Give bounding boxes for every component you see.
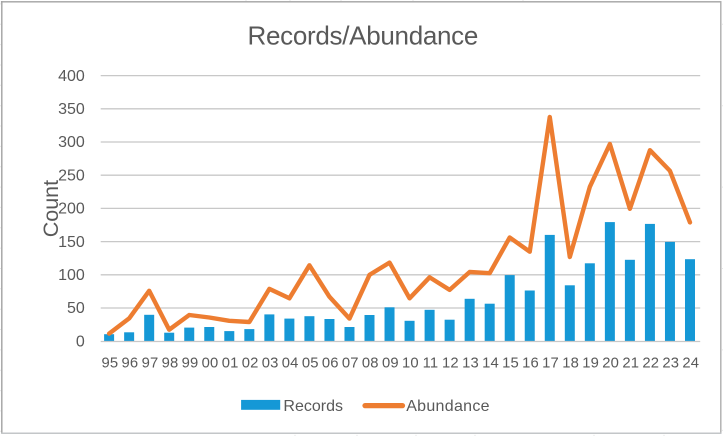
svg-text:99: 99 — [182, 356, 199, 372]
svg-text:02: 02 — [242, 356, 259, 372]
svg-text:20: 20 — [602, 356, 619, 372]
svg-text:11: 11 — [423, 356, 439, 372]
svg-text:08: 08 — [362, 356, 379, 372]
svg-text:24: 24 — [682, 356, 699, 372]
svg-text:19: 19 — [582, 356, 599, 372]
svg-text:96: 96 — [122, 356, 139, 372]
svg-text:16: 16 — [522, 356, 539, 372]
svg-text:300: 300 — [58, 134, 85, 151]
svg-text:01: 01 — [222, 356, 239, 372]
svg-text:17: 17 — [542, 356, 559, 372]
svg-text:400: 400 — [58, 68, 85, 85]
svg-text:98: 98 — [162, 356, 179, 372]
svg-text:03: 03 — [262, 356, 279, 372]
svg-text:15: 15 — [502, 356, 519, 372]
svg-text:22: 22 — [642, 356, 659, 372]
svg-text:12: 12 — [442, 356, 459, 372]
svg-text:95: 95 — [102, 356, 119, 372]
svg-text:05: 05 — [302, 356, 319, 372]
svg-text:Abundance: Abundance — [406, 398, 490, 415]
svg-text:Records/Abundance: Records/Abundance — [248, 21, 479, 51]
svg-text:09: 09 — [382, 356, 399, 372]
svg-text:350: 350 — [58, 101, 85, 118]
svg-text:0: 0 — [76, 333, 85, 350]
svg-text:00: 00 — [202, 356, 219, 372]
svg-text:10: 10 — [402, 356, 419, 372]
svg-text:06: 06 — [322, 356, 339, 372]
svg-text:Records: Records — [283, 398, 343, 415]
svg-text:150: 150 — [58, 234, 85, 251]
svg-text:50: 50 — [67, 300, 85, 317]
svg-text:Count: Count — [39, 180, 63, 237]
svg-text:200: 200 — [58, 201, 85, 218]
svg-text:04: 04 — [282, 356, 299, 372]
svg-text:250: 250 — [58, 167, 85, 184]
svg-text:100: 100 — [58, 267, 85, 284]
svg-text:23: 23 — [662, 356, 679, 372]
svg-text:13: 13 — [462, 356, 479, 372]
svg-text:97: 97 — [142, 356, 159, 372]
svg-text:07: 07 — [342, 356, 359, 372]
svg-text:21: 21 — [622, 356, 639, 372]
svg-text:18: 18 — [562, 356, 579, 372]
svg-text:14: 14 — [482, 356, 499, 372]
